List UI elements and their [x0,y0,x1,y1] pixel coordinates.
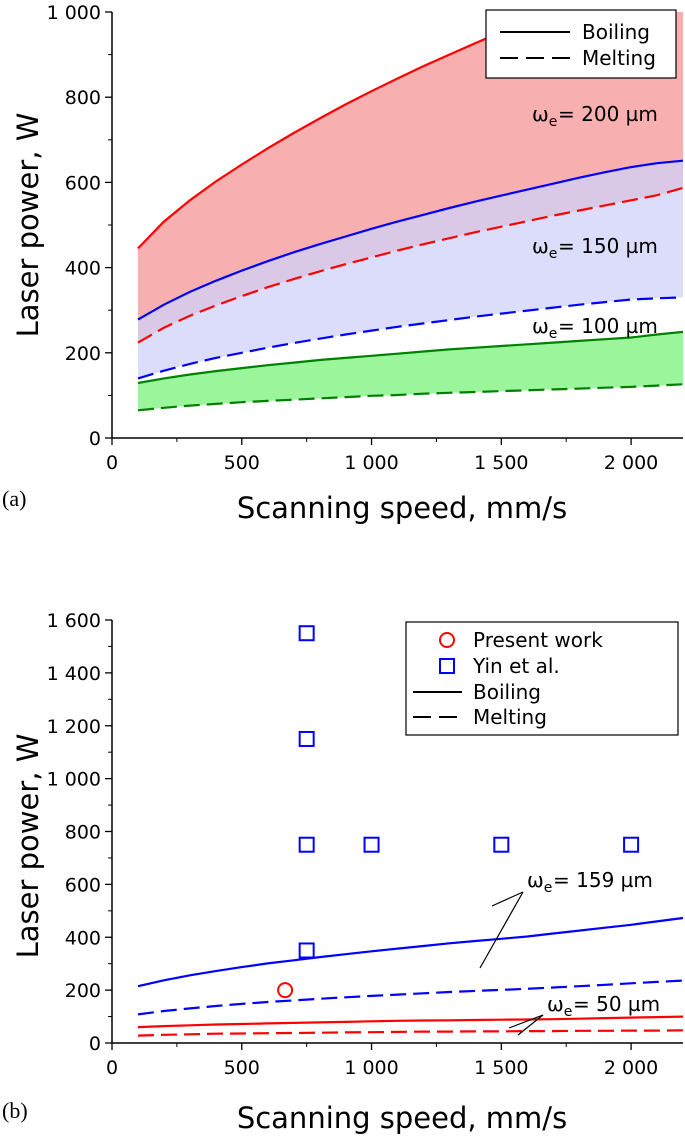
panel-b-x-tick-label: 1 500 [474,1057,528,1079]
yin-point [298,942,315,959]
panel-a-curves [137,12,683,412]
panel-a-y-axis-label: Laser power, W [11,113,45,338]
melting-curve-50um [137,1029,684,1037]
leader-line [491,891,524,907]
panel-b-y-tick-label: 200 [65,980,101,1002]
panel-b-y-tick-label: 800 [65,822,101,844]
annotation-159um-text: = 159 µm [553,868,653,892]
panel-b: 0 500 1 000 1 500 2 000 0 200 400 600 800 1 000 1 2… [2,610,684,1135]
panel-b-x-tick-label: 1 000 [344,1057,398,1079]
annotation-150um: ωe = 150 µm [532,234,658,262]
boiling-curve-100um [137,330,683,385]
legend-melting: Melting [582,46,656,70]
annotation-200um: ωe = 200 µm [532,102,658,130]
panel-a-axes: 0 500 1 000 1 500 2 000 0 200 400 600 800 1 000 [47,2,683,474]
panel-b-y-tick-label: 1 400 [47,663,101,685]
panel-b-y-tick-label: 1 200 [47,716,101,738]
melting-curve-200um [137,186,683,344]
panel-b-x-tick-label: 0 [106,1057,118,1079]
omega-symbol: ωe [527,868,552,896]
panel-a-label: (a) [2,486,26,511]
panel-a-y-tick-label: 800 [65,87,101,109]
panel-b-points [277,625,640,999]
legend-circle-marker [439,632,455,648]
panel-b-x-tick-label: 2 000 [604,1057,658,1079]
annotation-100um-text: = 100 µm [558,314,658,338]
panel-b-y-tick-label: 0 [89,1033,101,1055]
boiling-curve-200um [137,12,554,250]
legend-yin: Yin et al. [472,654,560,678]
panel-b-y-tick-label: 1 600 [47,610,101,632]
leader-line [508,1014,544,1029]
panel-b-y-axis-label: Laser power, W [11,734,45,959]
legend-boiling: Boiling [582,20,650,44]
omega-symbol: ωe [532,314,557,342]
boiling-curve-159um [137,916,684,988]
panel-a-y-tick-label: 200 [65,343,101,365]
yin-point [298,730,315,747]
yin-point [298,625,315,642]
legend-boiling: Boiling [473,680,541,704]
panel-b-legend: Present work Yin et al. Boiling Melting [405,621,679,736]
boiling-curve-50um [137,1015,684,1029]
panel-a-legend: Boiling Melting [485,9,677,79]
panel-a-x-axis-label: Scanning speed, mm/s [237,491,567,525]
panel-b-y-tick-label: 1 000 [47,769,101,791]
leader-line [479,891,524,969]
panel-a-y-tick-label: 0 [89,428,101,450]
omega-symbol: ωe [547,992,572,1020]
leader-line [517,1014,544,1036]
panel-a-y-tick-label: 1 000 [47,2,101,24]
panel-b-x-axis-label: Scanning speed, mm/s [237,1101,567,1135]
yin-point [493,836,510,853]
panel-b-y-tick-label: 400 [65,927,101,949]
panel-a-x-tick-label: 1 500 [474,452,528,474]
panel-b-axes: 0 500 1 000 1 500 2 000 0 200 400 600 800 1 000 1 2… [47,610,683,1079]
annotation-159um: ωe = 159 µm [479,868,653,969]
yin-point [363,836,380,853]
panel-a-x-tick-label: 2 000 [604,452,658,474]
annotation-50um: ωe = 50 µm [508,992,660,1036]
boiling-curve-150um [137,159,683,321]
fill-region-150um [138,160,683,379]
panel-a-y-tick-label: 600 [65,172,101,194]
panel-b-curves [137,916,684,1037]
annotation-100um: ωe = 100 µm [532,314,658,342]
fill-region-100um [138,331,683,411]
yin-point [623,836,640,853]
annotation-200um-text: = 200 µm [558,102,658,126]
panel-a-y-tick-label: 400 [65,258,101,280]
panel-a-x-tick-label: 0 [106,452,118,474]
legend-square-marker [439,658,455,674]
panel-a: 0 500 1 000 1 500 2 000 0 200 400 600 800 1 000 La… [2,2,683,525]
panel-a-x-tick-label: 1 000 [344,452,398,474]
legend-present-work: Present work [473,628,603,652]
legend-box [485,9,677,79]
yin-point [298,836,315,853]
annotation-150um-text: = 150 µm [558,234,658,258]
melting-curve-150um [137,296,683,380]
present-work-point [277,982,294,999]
panel-b-y-tick-label: 600 [65,874,101,896]
panel-a-x-tick-label: 500 [224,452,260,474]
annotation-50um-text: = 50 µm [573,992,660,1016]
panel-b-x-tick-label: 500 [224,1057,260,1079]
legend-melting: Melting [473,705,547,729]
panel-b-label: (b) [2,1098,28,1123]
